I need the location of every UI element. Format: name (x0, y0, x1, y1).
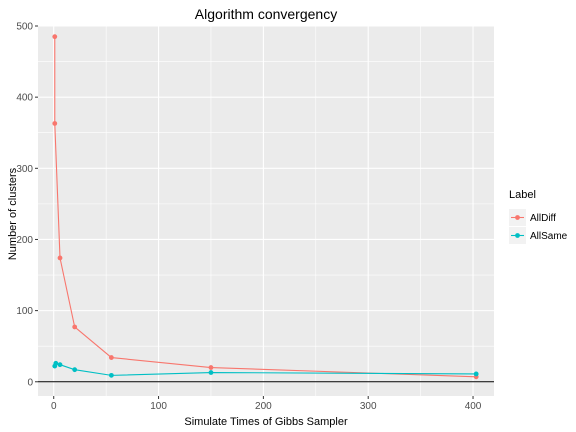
data-point-allsame (57, 362, 63, 368)
data-point-allsame (108, 372, 114, 378)
plot-panel (38, 26, 494, 396)
data-point-allsame (473, 371, 479, 377)
series-allsame (52, 360, 479, 378)
x-tick-label: 200 (255, 401, 272, 412)
y-axis-ticks: 0 100 200 300 400 500 (16, 22, 38, 388)
y-axis-title: Number of clusters (7, 167, 19, 260)
y-tick-label: 100 (16, 306, 33, 317)
legend-item-allsame: AllSame (509, 227, 568, 244)
y-tick-label: 300 (16, 164, 33, 175)
legend: Label AllDiff AllSame (509, 189, 568, 244)
x-axis-title: Simulate Times of Gibbs Sampler (184, 416, 348, 428)
legend-title: Label (509, 189, 536, 201)
x-tick-label: 100 (150, 401, 167, 412)
data-point-allsame (208, 370, 214, 375)
y-tick-label: 200 (16, 235, 33, 246)
legend-key-point (515, 233, 520, 238)
legend-label-allsame: AllSame (530, 231, 568, 242)
legend-item-alldiff: AllDiff (509, 209, 556, 226)
legend-label-alldiff: AllDiff (530, 213, 556, 224)
x-tick-label: 400 (465, 401, 482, 412)
data-point-allsame (53, 360, 59, 366)
x-axis-ticks: 0 100 200 300 400 (51, 396, 482, 412)
data-point-alldiff (57, 255, 63, 261)
x-tick-label: 0 (51, 401, 57, 412)
data-point-alldiff (208, 365, 214, 370)
data-point-alldiff (52, 34, 58, 40)
data-point-allsame (72, 367, 78, 373)
data-point-alldiff (72, 324, 78, 330)
chart-title: Algorithm convergency (195, 6, 337, 22)
data-point-alldiff (108, 355, 114, 360)
legend-key-point (515, 215, 520, 220)
data-point-alldiff (52, 121, 58, 126)
y-tick-label: 500 (16, 22, 33, 33)
series-alldiff (52, 34, 479, 380)
minor-gridlines (38, 26, 494, 396)
x-tick-label: 300 (360, 401, 377, 412)
series-layer (52, 34, 479, 380)
y-tick-label: 400 (16, 93, 33, 104)
y-tick-label: 0 (27, 377, 33, 388)
